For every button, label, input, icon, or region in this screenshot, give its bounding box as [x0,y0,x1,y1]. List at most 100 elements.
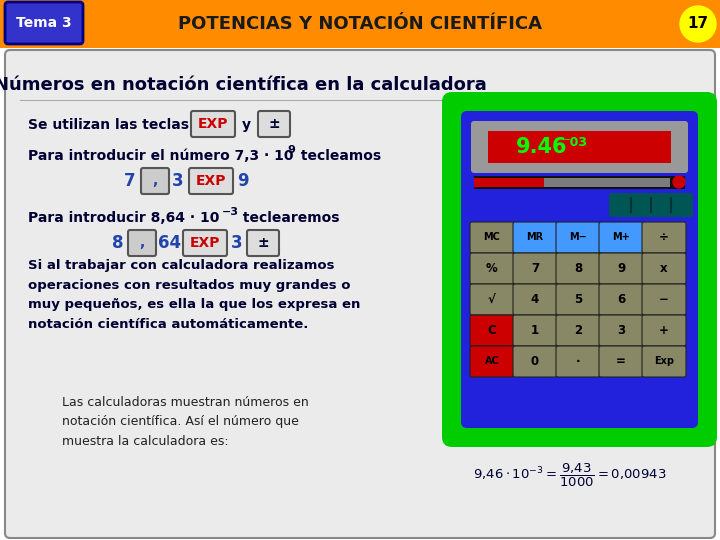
Text: Las calculadoras muestran números en
notación científica. Así el número que
mues: Las calculadoras muestran números en not… [62,396,309,448]
Text: −: − [659,293,669,306]
Text: 9: 9 [287,145,295,155]
Text: EXP: EXP [190,236,220,250]
Text: 4: 4 [531,293,539,306]
FancyBboxPatch shape [258,111,290,137]
FancyBboxPatch shape [189,168,233,194]
FancyBboxPatch shape [642,222,686,253]
FancyBboxPatch shape [470,315,514,346]
FancyBboxPatch shape [128,230,156,256]
Text: Se utilizan las teclas: Se utilizan las teclas [28,118,189,132]
FancyBboxPatch shape [513,346,557,377]
Text: 3: 3 [617,324,625,337]
FancyBboxPatch shape [609,193,693,217]
Bar [474,176,685,189]
FancyBboxPatch shape [470,222,514,253]
Text: ÷: ÷ [659,231,669,244]
Text: 5: 5 [574,293,582,306]
Text: AC: AC [485,356,500,367]
Text: teclearemos: teclearemos [238,211,340,225]
FancyBboxPatch shape [191,111,235,137]
Text: 7: 7 [124,172,136,190]
FancyBboxPatch shape [141,168,169,194]
Text: ·: · [576,355,580,368]
Text: ±: ± [268,117,280,131]
Text: =: = [616,355,626,368]
Text: 3: 3 [231,234,243,252]
FancyBboxPatch shape [599,222,643,253]
Text: x: x [660,262,668,275]
Text: 17: 17 [688,17,708,31]
Text: ,: , [140,236,145,250]
Text: Números en notación científica en la calculadora: Números en notación científica en la cal… [0,76,487,94]
FancyBboxPatch shape [556,253,600,284]
Text: y: y [242,118,251,132]
FancyBboxPatch shape [183,230,227,256]
Circle shape [680,6,716,42]
Text: $9{,}46 \cdot 10^{-3} = \dfrac{9{,}43}{1000} = 0{,}00943$: $9{,}46 \cdot 10^{-3} = \dfrac{9{,}43}{1… [473,462,667,489]
Text: 3: 3 [172,172,184,190]
Text: 6: 6 [617,293,625,306]
FancyBboxPatch shape [471,121,688,173]
Text: ,: , [153,174,158,188]
Bar [488,131,671,163]
Text: MR: MR [526,233,544,242]
Text: 8: 8 [574,262,582,275]
Text: ±: ± [257,236,269,250]
FancyBboxPatch shape [442,92,717,447]
FancyBboxPatch shape [513,222,557,253]
Circle shape [673,176,685,188]
Text: Exp: Exp [654,356,674,367]
FancyBboxPatch shape [642,253,686,284]
FancyBboxPatch shape [470,253,514,284]
Text: M+: M+ [612,233,630,242]
FancyBboxPatch shape [5,50,715,538]
FancyBboxPatch shape [5,2,83,44]
Text: Si al trabajar con calculadora realizamos
operaciones con resultados muy grandes: Si al trabajar con calculadora realizamo… [28,259,361,330]
Bar [544,178,670,187]
Text: EXP: EXP [196,174,226,188]
FancyBboxPatch shape [461,111,698,428]
Text: +: + [659,324,669,337]
Text: 0: 0 [531,355,539,368]
Text: Tema 3: Tema 3 [16,16,72,30]
Text: POTENCIAS Y NOTACIÓN CIENTÍFICA: POTENCIAS Y NOTACIÓN CIENTÍFICA [178,15,542,33]
Text: √: √ [488,293,496,306]
FancyBboxPatch shape [642,284,686,315]
Text: Para introducir 8,64 · 10: Para introducir 8,64 · 10 [28,211,220,225]
FancyBboxPatch shape [642,315,686,346]
FancyBboxPatch shape [470,346,514,377]
Text: MC: MC [484,233,500,242]
Text: tecleamos: tecleamos [296,149,381,163]
FancyBboxPatch shape [599,284,643,315]
Text: EXP: EXP [198,117,228,131]
Text: Para introducir el número 7,3 · 10: Para introducir el número 7,3 · 10 [28,149,294,163]
Text: 64: 64 [158,234,181,252]
Text: 2: 2 [574,324,582,337]
Text: M−: M− [569,233,587,242]
Text: 8: 8 [112,234,124,252]
Text: 9: 9 [617,262,625,275]
Text: C: C [487,324,496,337]
FancyBboxPatch shape [599,346,643,377]
Text: 7: 7 [531,262,539,275]
Text: ⁻03: ⁻03 [563,136,587,148]
FancyBboxPatch shape [556,346,600,377]
Text: 1: 1 [531,324,539,337]
FancyBboxPatch shape [513,284,557,315]
FancyBboxPatch shape [513,315,557,346]
FancyBboxPatch shape [513,253,557,284]
FancyBboxPatch shape [0,0,720,48]
FancyBboxPatch shape [599,315,643,346]
Text: 9: 9 [237,172,249,190]
Text: %: % [486,262,498,275]
FancyBboxPatch shape [556,284,600,315]
Text: −3: −3 [222,207,239,217]
FancyBboxPatch shape [247,230,279,256]
FancyBboxPatch shape [599,253,643,284]
FancyBboxPatch shape [470,284,514,315]
FancyBboxPatch shape [642,346,686,377]
FancyBboxPatch shape [556,315,600,346]
FancyBboxPatch shape [556,222,600,253]
Bar [474,178,544,187]
Text: 9.46: 9.46 [516,137,567,157]
